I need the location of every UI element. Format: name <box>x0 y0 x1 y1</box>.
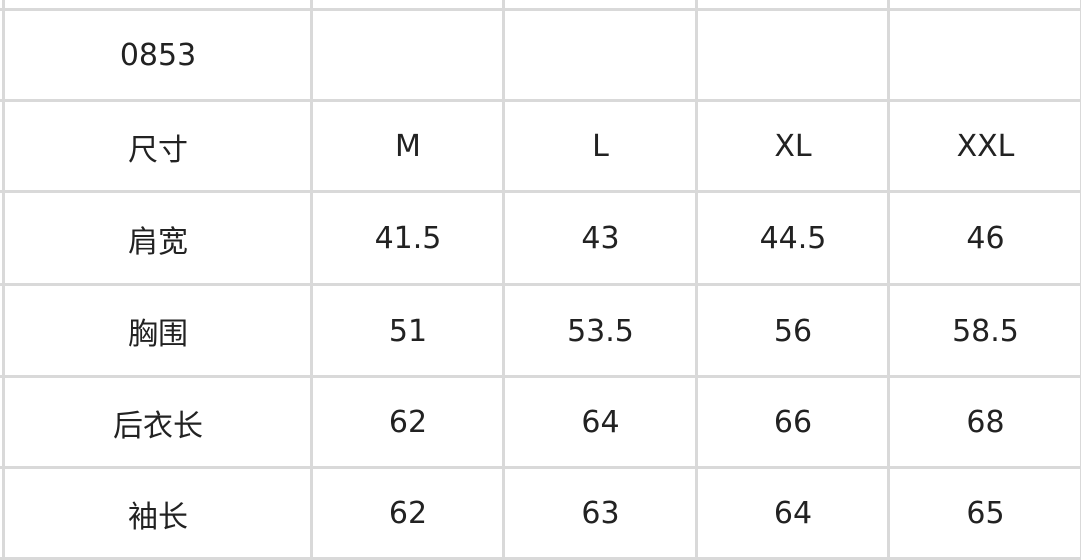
table-cell <box>313 11 503 100</box>
table-cell: 41.5 <box>374 221 442 256</box>
table-cell: 44.5 <box>759 221 827 256</box>
table-cell: 64 <box>773 496 813 531</box>
grid-line-vertical <box>310 0 313 560</box>
grid-line-vertical <box>2 0 5 560</box>
table-cell: 62 <box>388 405 428 440</box>
grid-line-horizontal <box>0 99 1081 102</box>
grid-line-horizontal <box>0 190 1081 193</box>
table-cell <box>698 11 888 100</box>
table-cell: 58.5 <box>952 313 1019 349</box>
table-cell: 51 <box>388 313 428 349</box>
table-cell: 56 <box>773 313 813 349</box>
grid-line-vertical <box>695 0 698 560</box>
row-header-cell: 后衣长 <box>113 408 203 444</box>
table-cell: 46 <box>966 221 1005 256</box>
grid-line-horizontal <box>0 8 1081 11</box>
table-cell: M <box>395 129 421 164</box>
grid-line-vertical <box>502 0 505 560</box>
table-cell <box>505 11 696 100</box>
table-cell: 43 <box>581 221 620 256</box>
table-cell: L <box>592 129 609 164</box>
row-header-cell: 胸围 <box>128 317 188 352</box>
grid-line-horizontal <box>0 375 1081 378</box>
table-cell: XXL <box>956 129 1015 164</box>
table-cell: XL <box>774 129 812 164</box>
table-cell: 53.5 <box>567 313 634 349</box>
table-cell: 68 <box>966 405 1005 440</box>
table-cell: 62 <box>388 496 428 531</box>
table-cell: 66 <box>773 405 813 440</box>
grid-line-horizontal <box>0 283 1081 286</box>
table-cell: 63 <box>581 496 620 531</box>
grid-line-horizontal <box>0 466 1081 469</box>
table-cell: 65 <box>966 496 1005 531</box>
grid-line-vertical <box>887 0 890 560</box>
row-header-cell: 尺寸 <box>128 132 188 168</box>
row-header-cell: 袖长 <box>128 499 188 535</box>
grid-line-horizontal <box>0 557 1081 560</box>
table-cell: 64 <box>581 405 620 440</box>
row-header-cell: 0853 <box>119 38 197 73</box>
row-header-cell: 肩宽 <box>128 224 188 260</box>
table-cell <box>890 11 1081 100</box>
